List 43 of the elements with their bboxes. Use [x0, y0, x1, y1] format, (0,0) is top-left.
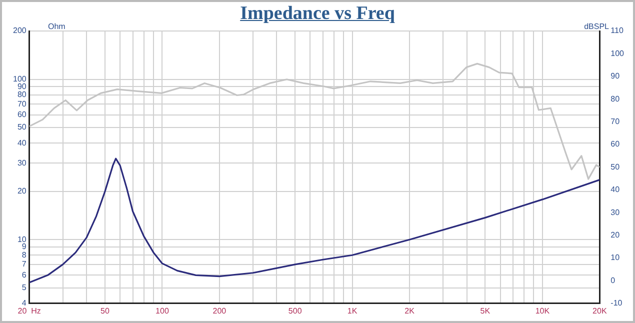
- y-tick-label: 20: [17, 186, 27, 196]
- y-tick-label: 200: [12, 26, 27, 36]
- x-tick-label: 200: [212, 306, 227, 316]
- y-tick-label: 6: [22, 270, 27, 280]
- chart-title: Impedance vs Freq: [240, 3, 395, 24]
- y-tick-label: 90: [17, 82, 27, 91]
- y-tick-label: 100: [12, 74, 27, 84]
- x-tick-label: 10K: [535, 306, 550, 316]
- y2-tick-label: 100: [610, 48, 625, 58]
- x-tick-label: 5K: [480, 306, 491, 316]
- x-tick-label: 20K: [592, 306, 608, 316]
- y2-tick-label: 60: [610, 140, 620, 149]
- y2-tick-label: 30: [610, 208, 620, 217]
- x-tick-label: 2K: [404, 306, 416, 316]
- y-tick-label: 50: [17, 122, 27, 132]
- y2-tick-label: 0: [610, 276, 616, 285]
- y-tick-label: 30: [17, 158, 27, 168]
- y2-tick-label: 90: [610, 72, 620, 81]
- y2-tick-label: 20: [610, 230, 620, 240]
- y-tick-label: 70: [17, 99, 27, 108]
- y-tick-label: 40: [17, 138, 27, 148]
- y-tick-label: 9: [22, 242, 27, 252]
- y2-tick-label: 50: [610, 162, 620, 172]
- y-tick-label: 8: [22, 250, 27, 260]
- y-tick-label: 60: [17, 110, 27, 120]
- x-tick-label: 20 Hz: [18, 306, 41, 316]
- y-tick-label: 4: [22, 298, 27, 308]
- y-axis-title: Ohm: [48, 22, 66, 31]
- x-tick-label: 100: [156, 306, 170, 316]
- x-tick-label: 1K: [347, 306, 358, 316]
- x-tick-label: 50: [100, 306, 110, 316]
- y-tick-label: 5: [22, 283, 27, 292]
- y2-tick-label: 110: [610, 26, 624, 36]
- y2-tick-label: 70: [610, 117, 620, 126]
- y-tick-label: 10: [17, 234, 27, 244]
- x-tick-label: 500: [288, 306, 302, 316]
- y2-tick-label: -10: [610, 298, 623, 308]
- y2-tick-label: 10: [610, 253, 620, 262]
- y2-axis-title: dBSPL: [584, 22, 609, 31]
- y-tick-label: 80: [17, 90, 27, 100]
- y2-tick-label: 80: [610, 94, 620, 104]
- y-tick-label: 7: [22, 260, 27, 269]
- y2-tick-label: 40: [610, 185, 620, 194]
